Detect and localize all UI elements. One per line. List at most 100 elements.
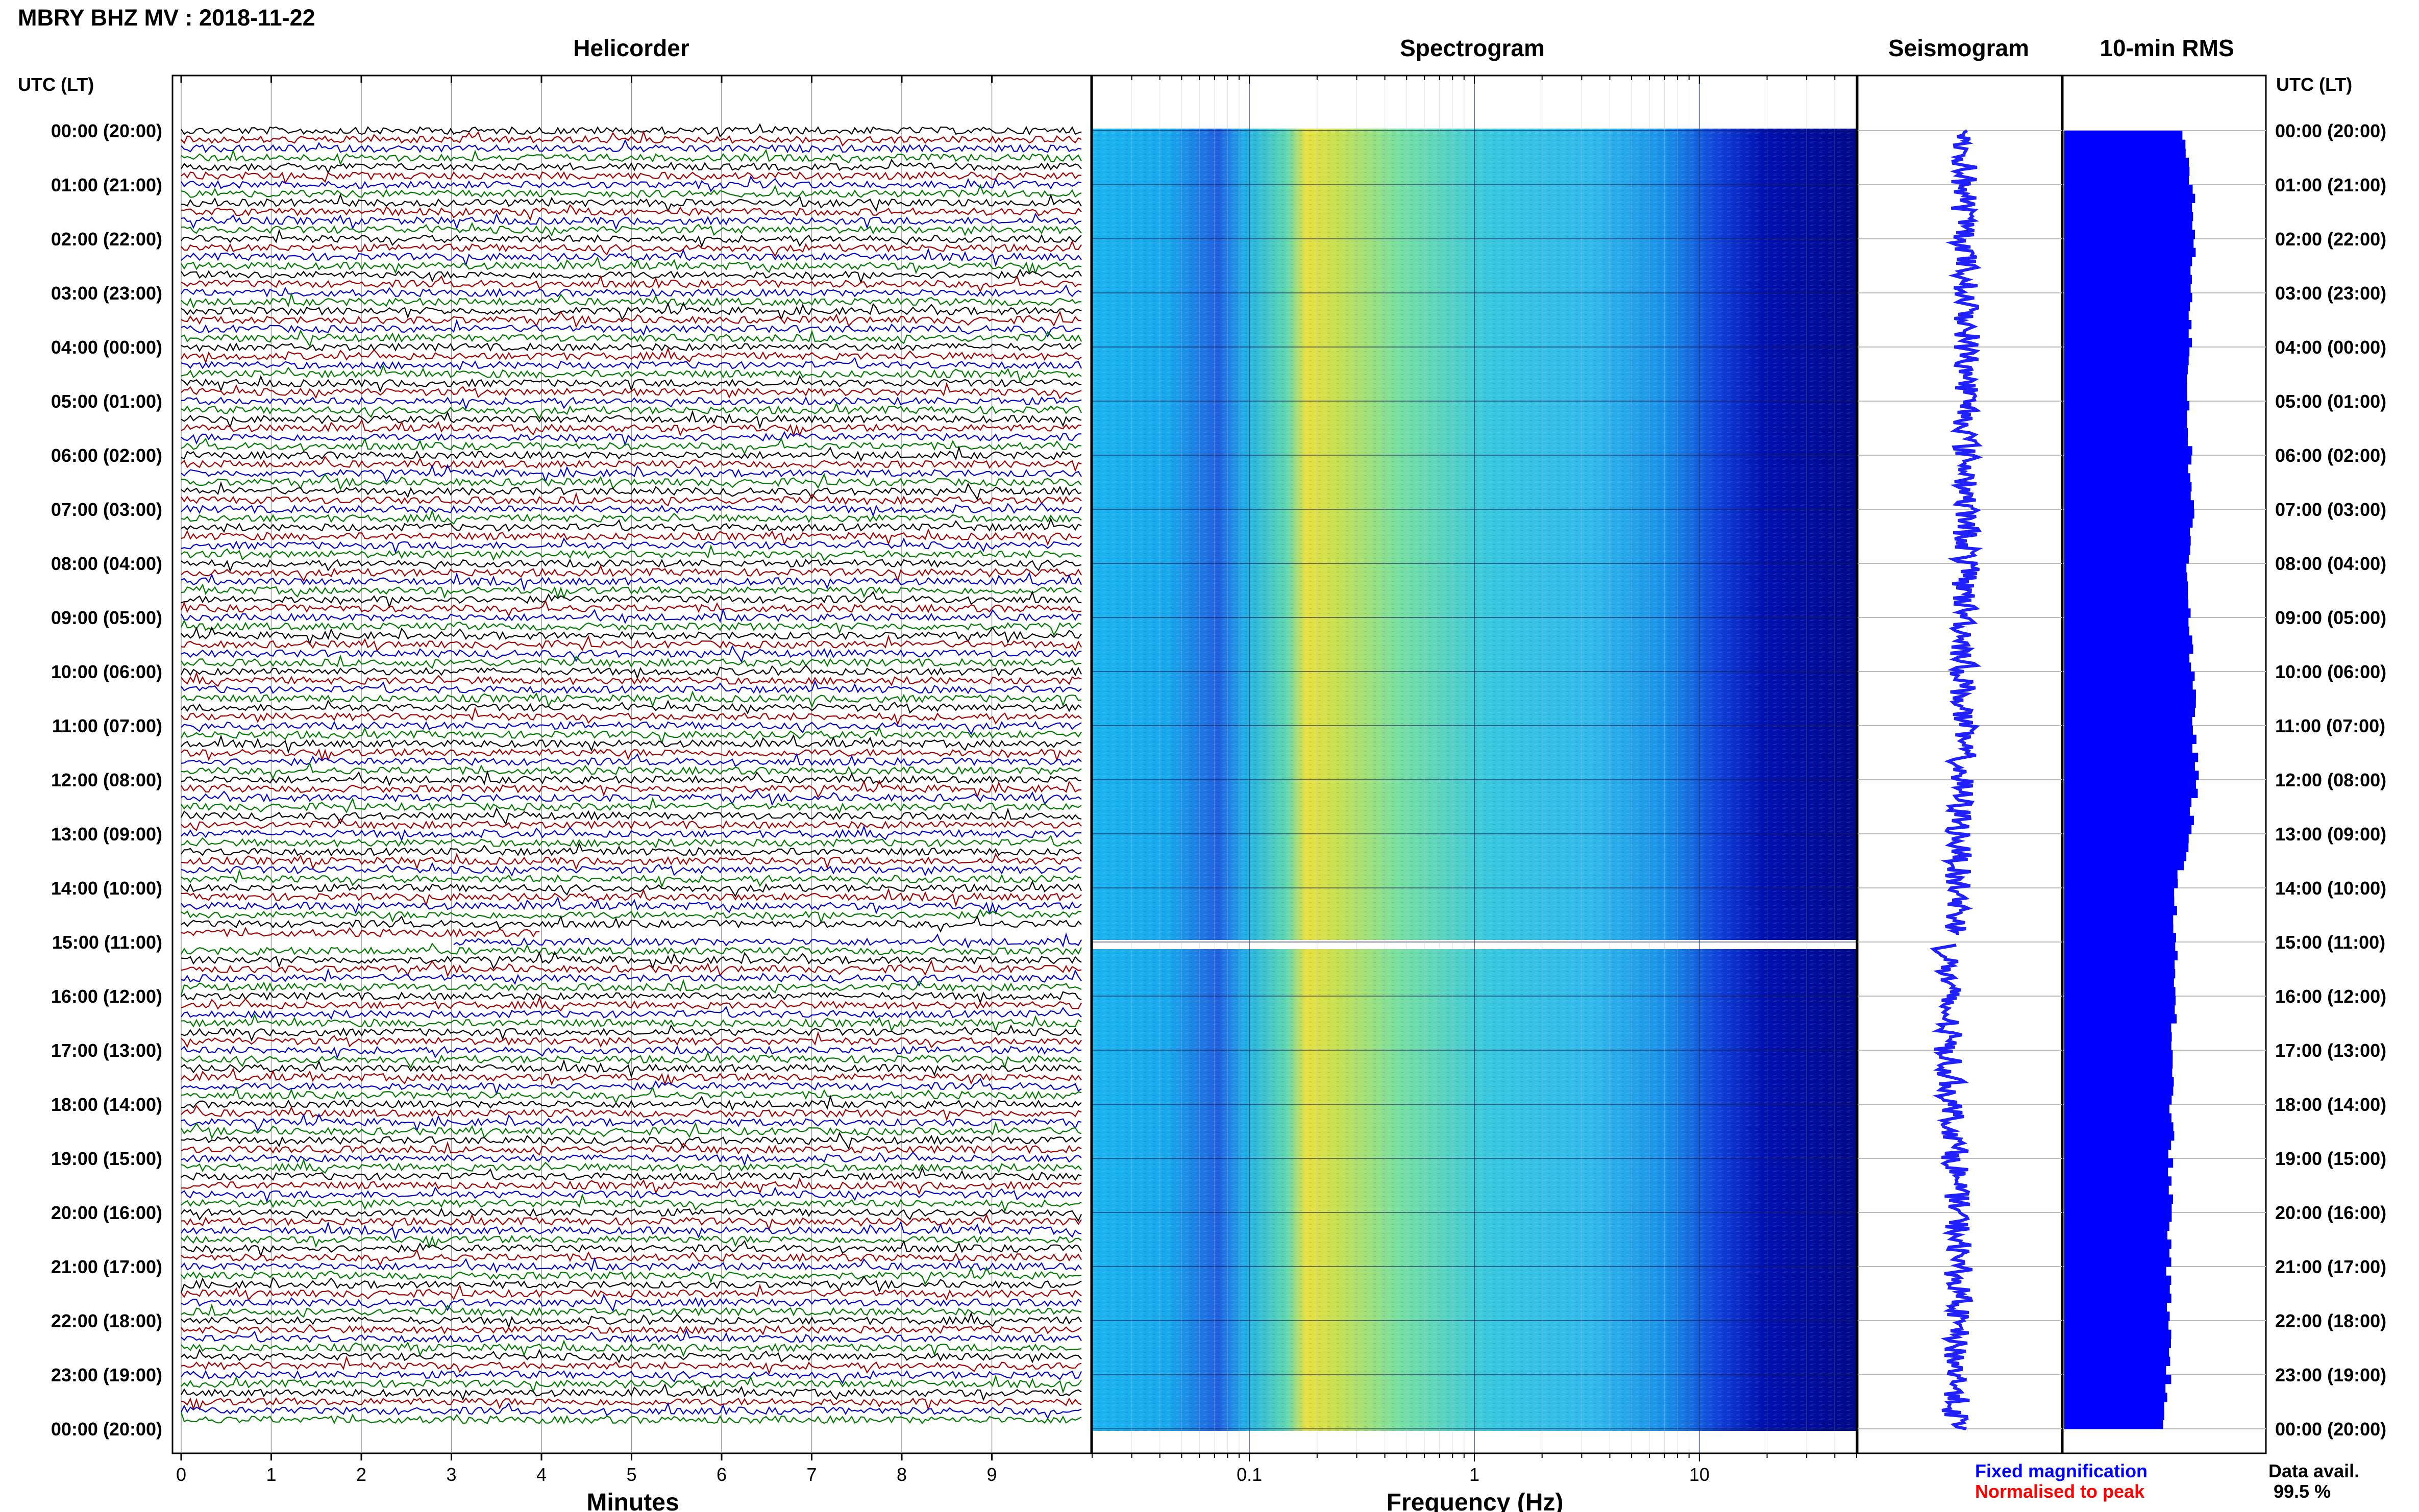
helicorder-line bbox=[181, 645, 1082, 663]
helicorder-line bbox=[181, 887, 1082, 907]
helicorder-line bbox=[181, 292, 1081, 309]
rms-bar bbox=[2064, 1158, 2174, 1168]
rms-bar bbox=[2064, 166, 2190, 176]
helicorder-line bbox=[181, 1234, 1082, 1249]
minute-tick-label: 5 bbox=[626, 1464, 636, 1485]
time-axis-label-left: UTC (LT) bbox=[18, 74, 94, 95]
rms-bar bbox=[2064, 842, 2189, 852]
rms-bar bbox=[2064, 193, 2195, 203]
helicorder-line bbox=[181, 284, 1082, 298]
helicorder-line bbox=[181, 445, 1082, 462]
rms-bar bbox=[2064, 518, 2193, 528]
rms-title: 10-min RMS bbox=[2100, 35, 2234, 61]
freq-tick-label: 1 bbox=[1469, 1464, 1479, 1485]
helicorder-line bbox=[181, 342, 1082, 353]
time-label-left: 20:00 (16:00) bbox=[51, 1202, 162, 1223]
helicorder-line bbox=[181, 607, 1082, 625]
helicorder-line bbox=[181, 410, 1082, 430]
helicorder-line bbox=[181, 464, 1082, 483]
helicorder-line bbox=[181, 1186, 1082, 1203]
time-label-right: 05:00 (01:00) bbox=[2275, 391, 2386, 412]
rms-bar bbox=[2064, 780, 2196, 789]
seismogram-trace bbox=[1930, 129, 1983, 1430]
rms-bar bbox=[2064, 392, 2187, 402]
helicorder-line bbox=[181, 797, 1082, 814]
rms-bar bbox=[2064, 1311, 2170, 1321]
helicorder-line bbox=[181, 1006, 1082, 1020]
helicorder-line bbox=[181, 492, 1082, 507]
rms-bar bbox=[2064, 320, 2192, 330]
spectrogram-x-ticks: 0.1 1 10 bbox=[1092, 76, 1857, 1485]
helicorder-line bbox=[181, 721, 1082, 735]
rms-bar bbox=[2064, 383, 2187, 392]
spectrogram-title: Spectrogram bbox=[1400, 35, 1545, 61]
rms-bar bbox=[2064, 1356, 2170, 1366]
helicorder-line bbox=[181, 175, 1082, 192]
rms-bar bbox=[2064, 266, 2191, 276]
minute-tick-label: 9 bbox=[986, 1464, 997, 1485]
helicorder-line bbox=[181, 1151, 1082, 1167]
helicorder-line bbox=[181, 779, 1082, 799]
time-label-left: 00:00 (20:00) bbox=[51, 120, 162, 141]
rms-bar bbox=[2064, 1212, 2172, 1222]
helicorder-line bbox=[181, 123, 1082, 138]
rms-bar bbox=[2064, 230, 2195, 239]
time-label-right: 03:00 (23:00) bbox=[2275, 283, 2386, 304]
rms-bar bbox=[2064, 680, 2193, 690]
helicorder-line bbox=[181, 1397, 1082, 1411]
helicorder-line bbox=[181, 1078, 1082, 1096]
rms-bar bbox=[2064, 1348, 2169, 1357]
helicorder-line bbox=[181, 909, 1082, 925]
legend-normalised-to-peak: Normalised to peak bbox=[1975, 1481, 2145, 1502]
helicorder-line bbox=[181, 1328, 1082, 1344]
rms-bar bbox=[2064, 1267, 2166, 1276]
rms-bar bbox=[2064, 807, 2190, 816]
freq-tick-label: 10 bbox=[1689, 1464, 1710, 1485]
data-avail-label: Data avail. bbox=[2268, 1460, 2359, 1481]
helicorder-line bbox=[181, 431, 1082, 447]
rms-bar bbox=[2064, 203, 2192, 212]
rms-bar bbox=[2064, 852, 2187, 861]
helicorder-line bbox=[181, 788, 1082, 806]
time-label-left: 04:00 (00:00) bbox=[51, 337, 162, 358]
helicorder-line bbox=[181, 1086, 1082, 1104]
rms-bar bbox=[2064, 185, 2193, 194]
rms-bar bbox=[2064, 220, 2192, 230]
rms-bar bbox=[2064, 888, 2175, 898]
time-label-left: 19:00 (15:00) bbox=[51, 1148, 162, 1169]
time-label-left: 09:00 (05:00) bbox=[51, 607, 162, 628]
rms-bar bbox=[2064, 635, 2192, 645]
rms-bar bbox=[2064, 1294, 2171, 1303]
time-label-right: 12:00 (08:00) bbox=[2275, 770, 2386, 790]
helicorder-line bbox=[181, 1374, 1082, 1394]
rms-bar bbox=[2064, 960, 2175, 970]
helicorder-line bbox=[181, 364, 1082, 383]
helicorder-line bbox=[181, 706, 1082, 726]
helicorder-line bbox=[181, 256, 1082, 275]
rms-bar bbox=[2064, 590, 2188, 600]
rms-bar bbox=[2064, 148, 2186, 158]
helicorder-panel bbox=[171, 75, 1092, 1454]
helicorder-line bbox=[181, 1031, 1082, 1049]
rms-bar bbox=[2064, 1095, 2172, 1105]
helicorder-line bbox=[181, 671, 1082, 687]
rms-bar bbox=[2064, 645, 2193, 654]
helicorder-line bbox=[181, 1094, 1082, 1111]
rms-bar bbox=[2064, 897, 2175, 906]
rms-bar bbox=[2064, 572, 2187, 582]
time-label-right: 21:00 (17:00) bbox=[2275, 1256, 2386, 1277]
rms-bar bbox=[2064, 599, 2189, 609]
rms-bar bbox=[2064, 302, 2190, 311]
helicorder-line bbox=[181, 1045, 1082, 1059]
rms-bar bbox=[2064, 1221, 2169, 1231]
spectrogram-grid bbox=[1092, 76, 1857, 1453]
rms-bars bbox=[2064, 131, 2199, 1429]
helicorder-line bbox=[181, 1113, 1082, 1132]
rms-bar bbox=[2064, 464, 2188, 474]
helicorder-line bbox=[181, 1068, 1082, 1086]
rms-bar bbox=[2064, 365, 2188, 375]
rms-bar bbox=[2064, 987, 2176, 997]
time-label-right: 08:00 (04:00) bbox=[2275, 553, 2386, 574]
helicorder-line bbox=[181, 1340, 1082, 1357]
helicorder-line bbox=[181, 1266, 1082, 1285]
